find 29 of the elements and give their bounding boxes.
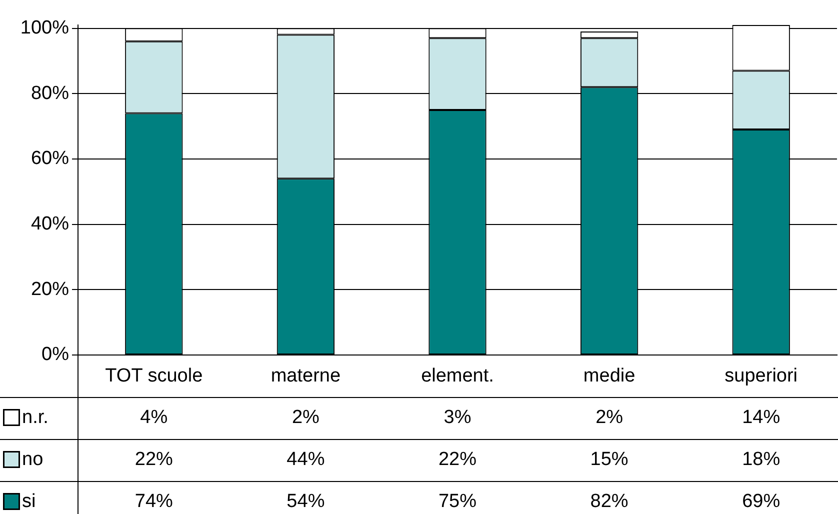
x-tick-label: superiori [724,366,798,387]
data-label: 54% [286,491,325,512]
data-label: 4% [140,407,168,428]
x-tick-label: materne [270,366,341,387]
y-tick-label: 0% [42,344,70,366]
legend-label: no [22,449,44,470]
y-tick-label: 100% [20,18,70,38]
legend-label: n.r. [22,407,48,428]
data-label: 69% [742,491,780,512]
data-label: 14% [742,407,780,428]
y-tick-label: 60% [30,148,70,170]
y-tick-label: 40% [30,214,70,235]
legend-label: si [22,491,36,512]
x-tick-label: element. [421,366,494,387]
y-tick-label: 20% [30,278,70,300]
data-label: 3% [444,407,472,428]
y-tick-label: 80% [30,82,70,104]
data-label: 15% [590,449,628,470]
data-label: 74% [134,491,174,512]
data-label: 22% [134,449,174,470]
x-tick-label: TOT scuole [105,366,203,387]
data-label: 22% [438,449,477,470]
data-label: 18% [742,449,780,470]
data-label: 2% [596,407,624,428]
x-tick-label: medie [583,366,636,387]
data-label: 2% [292,407,320,428]
data-label: 44% [286,449,325,470]
data-label: 82% [590,491,628,512]
data-label: 75% [438,491,477,512]
